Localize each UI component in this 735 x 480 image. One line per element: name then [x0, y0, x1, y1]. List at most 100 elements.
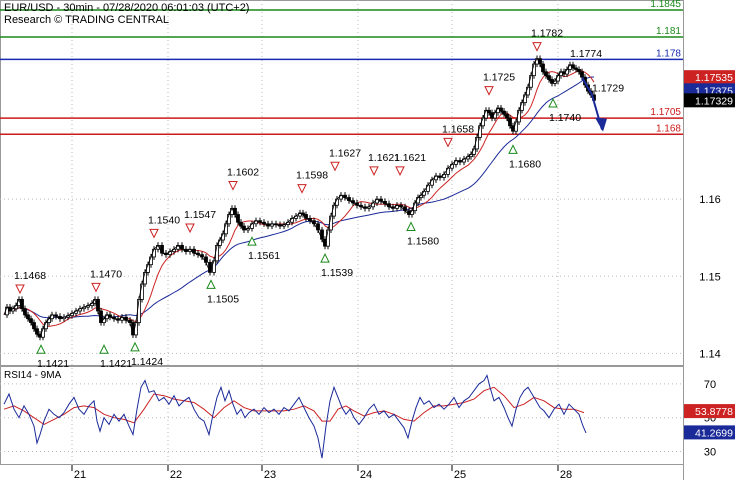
rsi-line — [3, 374, 587, 459]
projection-arrowhead — [595, 117, 607, 132]
candle-body — [146, 264, 150, 273]
candle-body — [215, 244, 219, 262]
candle-body — [529, 75, 533, 88]
candle-body — [520, 102, 524, 111]
price-badge — [684, 93, 735, 108]
level-label: 1.1845 — [650, 0, 681, 10]
sell-marker-icon — [15, 284, 25, 295]
rsi-badge-label: 53.8778 — [695, 406, 733, 418]
candle-body — [580, 71, 584, 78]
candle-body — [535, 58, 539, 65]
annotation-label: 1.1539 — [321, 267, 353, 279]
candle-body — [517, 109, 521, 123]
candle-body — [508, 117, 512, 127]
candle-body — [20, 299, 24, 310]
buy-marker-icon — [36, 344, 46, 354]
candle-body — [152, 248, 156, 258]
buy-marker-icon — [99, 344, 109, 354]
candle-body — [514, 121, 518, 132]
rsi-badge — [684, 404, 735, 419]
buy-marker-icon — [247, 236, 257, 246]
annotation-label: 1.1729 — [592, 83, 624, 95]
candle-body — [143, 271, 147, 285]
annotation-label: 1.1468 — [14, 270, 46, 282]
price-line — [3, 57, 595, 338]
annotation-label: 1.1658 — [442, 123, 474, 135]
candle-body — [212, 260, 216, 273]
candle-body — [475, 136, 479, 150]
grid-layer — [0, 0, 683, 465]
buy-marker-icon — [406, 221, 416, 232]
chart-subtitle: Research © TRADING CENTRAL — [4, 14, 169, 26]
price-tick-label: 1.15 — [699, 271, 720, 283]
x-tick-label: 23 — [264, 469, 276, 480]
rsi-badge — [684, 425, 735, 440]
sell-marker-icon — [484, 86, 494, 96]
annotation-label: 1.1540 — [148, 214, 180, 226]
rsi-tick-label: 30 — [704, 446, 716, 458]
axes: 1.161.151.1421 22 23 24 25 281.175351.173751.… — [71, 70, 735, 480]
rsi-lines — [3, 374, 587, 459]
level-label: 1.181 — [656, 26, 681, 37]
candle-body — [160, 244, 164, 254]
candle-body — [208, 261, 212, 273]
candle-body — [326, 229, 330, 247]
price-tick-label: 1.14 — [699, 348, 720, 360]
sell-marker-icon — [149, 228, 159, 239]
candle-body — [41, 328, 45, 338]
x-tick-label: 24 — [360, 469, 372, 480]
candle-body — [556, 75, 560, 82]
candle-body — [236, 214, 240, 223]
candle-body — [481, 117, 485, 127]
annotation-label: 1.1424 — [131, 356, 163, 368]
candle-body — [526, 86, 530, 96]
sell-marker-icon — [532, 42, 542, 52]
annotation-label: 1.1598 — [296, 170, 328, 182]
chart-title: EUR/USD - 30min - 07/28/2020 06:01:03 (U… — [4, 2, 249, 14]
candle-body — [413, 202, 417, 212]
price-badge-label: 1.17329 — [695, 95, 733, 107]
sell-marker-icon — [185, 223, 195, 234]
annotation-label: 1.1505 — [207, 293, 239, 305]
annotation-label: 1.1421 — [37, 358, 69, 370]
candle-body — [416, 197, 420, 204]
candle-body — [490, 112, 494, 119]
candle-body — [131, 322, 135, 336]
annotation-label: 1.1680 — [509, 158, 541, 170]
rsi-panel-frame — [0, 366, 684, 465]
candle-body — [134, 322, 138, 336]
candle-body — [332, 204, 336, 217]
fast-moving-average — [3, 70, 595, 327]
annotation-label: 1.1740 — [549, 112, 581, 124]
annotation-label: 1.1725 — [483, 72, 515, 84]
annotation-label: 1.1621 — [368, 152, 400, 164]
x-tick-label: 28 — [560, 469, 572, 480]
candle-body — [523, 94, 527, 104]
candle-body — [532, 63, 536, 77]
annotation-label: 1.1774 — [570, 48, 602, 60]
level-label: 1.168 — [656, 123, 681, 134]
sell-marker-icon — [297, 184, 307, 194]
level-lines: 1.1845 1.181 1.178 1.1705 1.168 — [0, 0, 683, 136]
candle-body — [224, 223, 228, 235]
x-tick-label: 21 — [74, 469, 86, 480]
buy-marker-icon — [548, 97, 558, 108]
level-label: 1.1705 — [650, 107, 681, 118]
price-badge — [684, 70, 735, 85]
price-tick-label: 1.16 — [699, 194, 720, 206]
x-tick-label: 25 — [454, 469, 466, 480]
annotation-label: 1.1627 — [329, 147, 361, 159]
candle-body — [96, 299, 100, 312]
candle-body — [221, 233, 225, 241]
sell-marker-icon — [91, 282, 101, 293]
price-candles — [3, 55, 607, 341]
sell-marker-icon — [443, 137, 453, 148]
candle-body — [329, 215, 333, 231]
level-label: 1.178 — [656, 48, 681, 59]
sell-marker-icon — [330, 161, 340, 172]
buy-marker-icon — [130, 341, 140, 352]
candle-body — [137, 299, 141, 323]
candle-body — [541, 63, 545, 73]
